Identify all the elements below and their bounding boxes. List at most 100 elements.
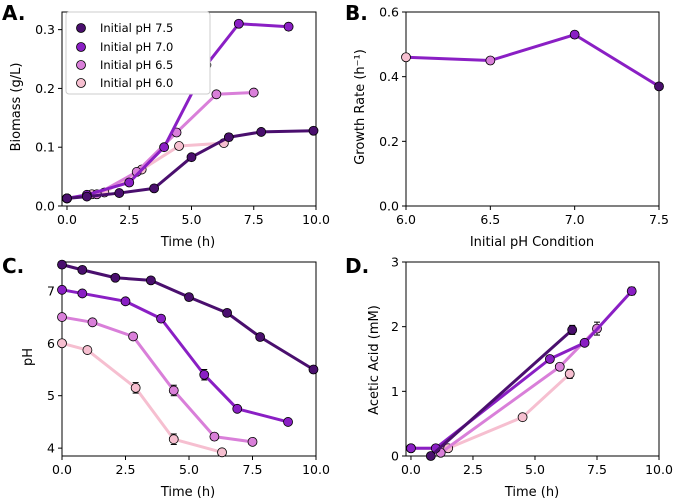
series-ph75 <box>425 324 578 461</box>
data-point <box>124 177 135 188</box>
panel-c: C. Time (h) pH 0.0 2.5 5.0 7.5 10.0 4 5 6 7 <box>2 254 330 498</box>
data-point <box>211 89 222 100</box>
panel-d: D. Time (h) Acetic Acid (mM) 0.0 2.5 5.0 7.… <box>345 254 673 498</box>
y-tick-label: 6 <box>47 336 55 351</box>
y-tick-label: 0.6 <box>379 5 399 20</box>
data-point <box>57 338 67 349</box>
data-point <box>283 417 293 427</box>
series-line <box>61 263 315 371</box>
series-line <box>410 372 571 450</box>
data-point <box>308 125 319 136</box>
series-ph65 <box>57 312 258 447</box>
data-point <box>233 18 244 29</box>
data-point <box>186 152 197 163</box>
data-point <box>145 275 156 286</box>
data-point <box>425 451 436 461</box>
series-line <box>405 33 660 88</box>
y-tick-label: 0.2 <box>35 81 55 96</box>
x-tick-label: 7.5 <box>649 212 669 227</box>
data-point <box>567 324 578 335</box>
x-tick-label: 2.5 <box>116 462 136 477</box>
legend-box <box>65 11 211 95</box>
data-point <box>57 312 67 322</box>
data-point <box>77 264 88 275</box>
data-point <box>248 87 259 98</box>
panel-c-letter: C. <box>2 254 24 278</box>
data-point <box>626 286 637 297</box>
x-tick-label: 7.0 <box>565 212 585 227</box>
data-point <box>232 403 243 414</box>
legend-label-ph70: Initial pH 7.0 <box>100 40 173 54</box>
y-tick-label: 5 <box>47 388 55 403</box>
series-ph60 <box>57 338 227 458</box>
data-point <box>149 183 160 194</box>
panel-d-letter: D. <box>345 254 369 278</box>
axes-frame <box>405 11 660 207</box>
data-point <box>87 317 98 328</box>
x-tick-label: 10.0 <box>302 462 330 477</box>
data-point <box>406 443 416 454</box>
x-tick-label: 2.5 <box>463 462 483 477</box>
data-point <box>283 21 294 32</box>
data-point <box>128 331 139 342</box>
x-tick-label: 7.5 <box>244 212 264 227</box>
x-tick-label: 10.0 <box>302 212 330 227</box>
data-point <box>110 272 121 283</box>
data-point <box>159 142 169 153</box>
data-point <box>485 55 496 66</box>
data-point <box>156 313 166 324</box>
series-ph75 <box>62 125 319 204</box>
data-point <box>77 288 88 299</box>
panel-c-plot-area: 0.0 2.5 5.0 7.5 10.0 4 5 6 7 <box>47 259 330 477</box>
panel-a-xlabel: Time (h) <box>160 235 215 250</box>
x-tick-label: 5.0 <box>525 462 545 477</box>
panel-d-plot-area: 0.0 2.5 5.0 7.5 10.0 0 1 2 3 <box>391 255 673 478</box>
data-point <box>401 52 411 63</box>
y-tick-label: 0.2 <box>379 134 399 149</box>
data-point <box>82 345 93 355</box>
series-line <box>61 315 253 444</box>
panel-a-plot-area: 0.0 2.5 5.0 7.5 10.0 0.0 0.1 0.2 0.3 <box>35 11 330 227</box>
legend-label-ph75: Initial pH 7.5 <box>100 21 173 35</box>
data-point <box>57 259 67 270</box>
data-point <box>120 296 131 307</box>
panel-c-ylabel: pH <box>21 348 36 366</box>
panel-a-letter: A. <box>2 1 25 25</box>
panel-d-xlabel: Time (h) <box>504 485 559 498</box>
x-tick-label: 7.5 <box>243 462 263 477</box>
x-tick-label: 7.5 <box>587 462 607 477</box>
series-ph60 <box>406 368 575 454</box>
series-ph75 <box>57 259 319 375</box>
legend-marker-ph75 <box>76 23 86 33</box>
series-ph70 <box>406 286 637 454</box>
x-tick-label: 2.5 <box>119 212 139 227</box>
y-tick-label: 0.0 <box>35 199 55 214</box>
data-point <box>130 382 141 393</box>
x-tick-label: 10.0 <box>645 462 673 477</box>
data-point <box>247 436 258 447</box>
data-point <box>222 307 233 318</box>
y-tick-label: 0.4 <box>379 69 399 84</box>
data-point <box>255 332 266 342</box>
panel-b-plot-area: 6.0 6.5 7.0 7.5 0.0 0.2 0.4 0.6 <box>379 5 669 228</box>
series-line <box>429 328 574 458</box>
x-tick-label: 0.0 <box>401 462 421 477</box>
panel-a: A. Time (h) Biomass (g/L) 0.0 2.5 5.0 7.5 10… <box>2 1 330 250</box>
data-point <box>654 81 664 92</box>
panel-d-ylabel: Acetic Acid (mM) <box>367 305 382 415</box>
legend-marker-ph60 <box>76 78 86 88</box>
data-point <box>569 29 580 40</box>
data-point <box>114 188 125 198</box>
y-tick-label: 0.3 <box>35 22 55 37</box>
x-tick-label: 0.0 <box>57 212 77 227</box>
panel-b: B. Initial pH Condition Growth Rate (h⁻¹… <box>345 1 669 250</box>
data-point <box>199 369 210 380</box>
series-line <box>66 129 314 200</box>
panel-a-ylabel: Biomass (g/L) <box>9 63 24 152</box>
y-tick-label: 7 <box>47 283 55 298</box>
data-point <box>174 141 184 151</box>
data-point <box>517 412 528 423</box>
x-tick-label: 0.0 <box>52 462 72 477</box>
data-point <box>168 434 179 445</box>
legend-marker-ph65 <box>76 60 86 70</box>
